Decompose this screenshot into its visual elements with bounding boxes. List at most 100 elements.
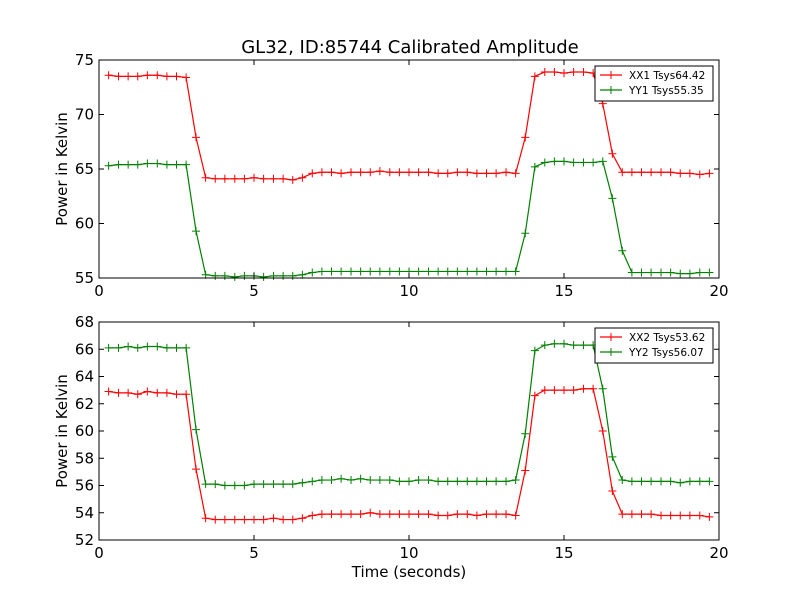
- data-point: [540, 158, 549, 167]
- data-point: [337, 474, 346, 483]
- data-point: [356, 510, 365, 519]
- data-point: [337, 169, 346, 178]
- data-point: [579, 384, 588, 393]
- data-point: [502, 477, 511, 486]
- data-point: [685, 477, 694, 486]
- data-point: [695, 268, 704, 277]
- data-point: [240, 271, 249, 280]
- data-point: [317, 510, 326, 519]
- data-point: [279, 480, 288, 489]
- data-point: [104, 161, 113, 170]
- data-point: [192, 133, 201, 142]
- data-point: [405, 168, 413, 177]
- data-point: [589, 158, 598, 167]
- legend-label: XX2 Tsys53.62: [629, 332, 705, 344]
- y-tick-label: 56: [75, 477, 94, 495]
- data-point: [511, 511, 520, 520]
- data-point: [162, 343, 171, 352]
- data-point: [201, 173, 210, 182]
- data-point: [201, 480, 210, 489]
- data-point: [647, 510, 656, 519]
- data-point: [608, 194, 617, 203]
- data-point: [424, 267, 433, 276]
- data-point: [279, 174, 288, 183]
- data-point: [395, 168, 404, 177]
- data-point: [308, 477, 317, 486]
- data-point: [434, 511, 443, 520]
- data-point: [705, 512, 714, 521]
- data-point: [162, 72, 171, 81]
- y-tick-label: 66: [75, 340, 94, 358]
- data-point: [298, 514, 307, 523]
- x-tick-label: 15: [554, 282, 573, 300]
- y-axis-label: Power in Kelvin: [53, 112, 71, 226]
- data-point: [269, 271, 278, 280]
- data-point: [298, 270, 307, 279]
- data-point: [521, 229, 530, 238]
- data-point: [356, 474, 365, 483]
- data-point: [676, 269, 685, 278]
- data-point: [211, 480, 220, 489]
- data-point: [424, 510, 433, 519]
- data-point: [385, 476, 394, 485]
- y-tick-label: 58: [75, 449, 94, 467]
- data-point: [666, 268, 675, 277]
- data-point: [308, 268, 317, 277]
- data-point: [657, 477, 666, 486]
- data-point: [153, 342, 162, 351]
- data-point: [424, 168, 433, 177]
- x-tick-label: 5: [249, 282, 259, 300]
- data-point: [114, 160, 123, 169]
- data-point: [182, 390, 191, 399]
- data-point: [124, 388, 133, 397]
- data-point: [201, 270, 210, 279]
- data-point: [192, 465, 201, 474]
- data-point: [705, 268, 714, 277]
- data-point: [162, 388, 171, 397]
- data-point: [521, 466, 530, 475]
- data-point: [375, 510, 384, 519]
- series-line-1-2: [108, 160, 710, 278]
- data-point: [240, 515, 249, 524]
- data-point: [676, 169, 685, 178]
- data-point: [647, 168, 656, 177]
- data-point: [657, 511, 666, 520]
- data-point: [327, 510, 336, 519]
- data-point: [347, 510, 356, 519]
- data-point: [327, 168, 336, 177]
- data-point: [347, 476, 356, 485]
- x-tick-label: 0: [94, 544, 104, 562]
- data-point: [637, 510, 646, 519]
- data-point: [211, 515, 220, 524]
- legend-marker: [607, 71, 615, 79]
- data-point: [579, 158, 588, 167]
- data-point: [695, 477, 704, 486]
- data-point: [240, 174, 249, 183]
- data-point: [637, 477, 646, 486]
- data-point: [637, 168, 646, 177]
- x-tick-label: 0: [94, 282, 104, 300]
- data-point: [385, 510, 394, 519]
- data-point: [627, 477, 636, 486]
- x-axis-label: Time (seconds): [351, 563, 467, 581]
- data-point: [472, 169, 481, 178]
- data-point: [124, 72, 133, 81]
- data-point: [453, 168, 462, 177]
- data-point: [327, 267, 336, 276]
- data-point: [511, 169, 520, 178]
- data-point: [492, 267, 501, 276]
- data-point: [666, 511, 675, 520]
- data-point: [366, 476, 375, 485]
- data-point: [366, 267, 375, 276]
- chart-panel-1: 0 5 10 15 20 55 60 65 70 75 Power in Kelvin XX1 Tsy…: [53, 51, 729, 300]
- data-point: [385, 267, 394, 276]
- data-point: [298, 173, 307, 182]
- data-point: [395, 477, 404, 486]
- data-point: [521, 133, 530, 142]
- data-point: [695, 170, 704, 179]
- data-point: [192, 227, 201, 236]
- data-point: [492, 477, 501, 486]
- chart-panel-2: 0 5 10 15 20 52 54 56 58 60 62 64 66 68 Power in Kelvi…: [53, 313, 729, 581]
- data-point: [521, 429, 530, 438]
- data-point: [375, 267, 384, 276]
